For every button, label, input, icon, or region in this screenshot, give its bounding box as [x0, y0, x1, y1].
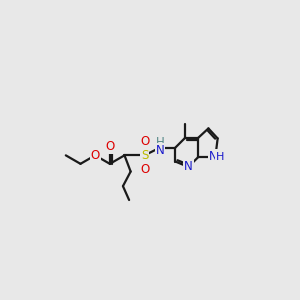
Text: O: O	[105, 140, 114, 153]
Text: N: N	[155, 144, 164, 157]
Text: H: H	[155, 136, 164, 149]
Text: H: H	[216, 152, 224, 162]
Text: S: S	[141, 149, 148, 162]
Text: O: O	[140, 163, 149, 176]
Text: O: O	[91, 149, 100, 162]
Text: N: N	[184, 160, 193, 173]
Text: O: O	[140, 135, 149, 148]
Text: N: N	[209, 150, 218, 164]
